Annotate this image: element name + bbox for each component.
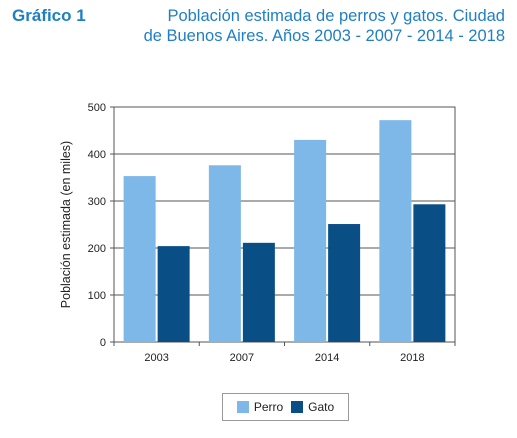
legend-label-perro: Perro: [253, 400, 284, 414]
y-axis-title: Población estimada (en miles): [59, 141, 73, 308]
legend-swatch-gato: [291, 401, 304, 413]
chart-title-line-2: de Buenos Aires. Años 2003 - 2007 - 2014…: [143, 27, 505, 45]
legend-item-gato: Gato: [291, 400, 334, 414]
bar-gato-2007: [242, 242, 275, 342]
x-tick-label-2014: 2014: [315, 352, 339, 364]
bar-perro-2003: [123, 176, 156, 342]
bar-perro-2018: [379, 120, 412, 342]
y-tick-label-500: 500: [88, 102, 106, 114]
legend-swatch-perro: [236, 401, 249, 413]
chart-legend: Perro Gato: [222, 393, 349, 421]
bar-gato-2003: [157, 246, 190, 342]
y-tick-label-200: 200: [88, 243, 106, 255]
y-tick-label-300: 300: [88, 196, 106, 208]
bar-gato-2018: [413, 204, 446, 342]
bar-perro-2014: [294, 139, 327, 342]
bar-chart: 0 100 200 300 400 500 Población estimada (en m…: [59, 102, 456, 364]
chart-title-line-1: Población estimada de perros y gatos. Ci…: [167, 7, 505, 25]
bar-perro-2007: [208, 165, 241, 342]
x-tick-label-2003: 2003: [144, 352, 168, 364]
y-tick-label-400: 400: [88, 149, 106, 161]
chart-number-label: Gráfico 1: [12, 6, 86, 25]
chart-title: Población estimada de perros y gatos. Ci…: [133, 6, 505, 46]
legend-item-perro: Perro: [236, 400, 284, 414]
x-tick-label-2018: 2018: [400, 352, 424, 364]
y-tick-label-100: 100: [88, 290, 106, 302]
legend-label-gato: Gato: [308, 400, 335, 414]
x-tick-label-2007: 2007: [230, 352, 254, 364]
y-tick-label-0: 0: [100, 337, 106, 349]
bar-gato-2014: [328, 224, 361, 342]
